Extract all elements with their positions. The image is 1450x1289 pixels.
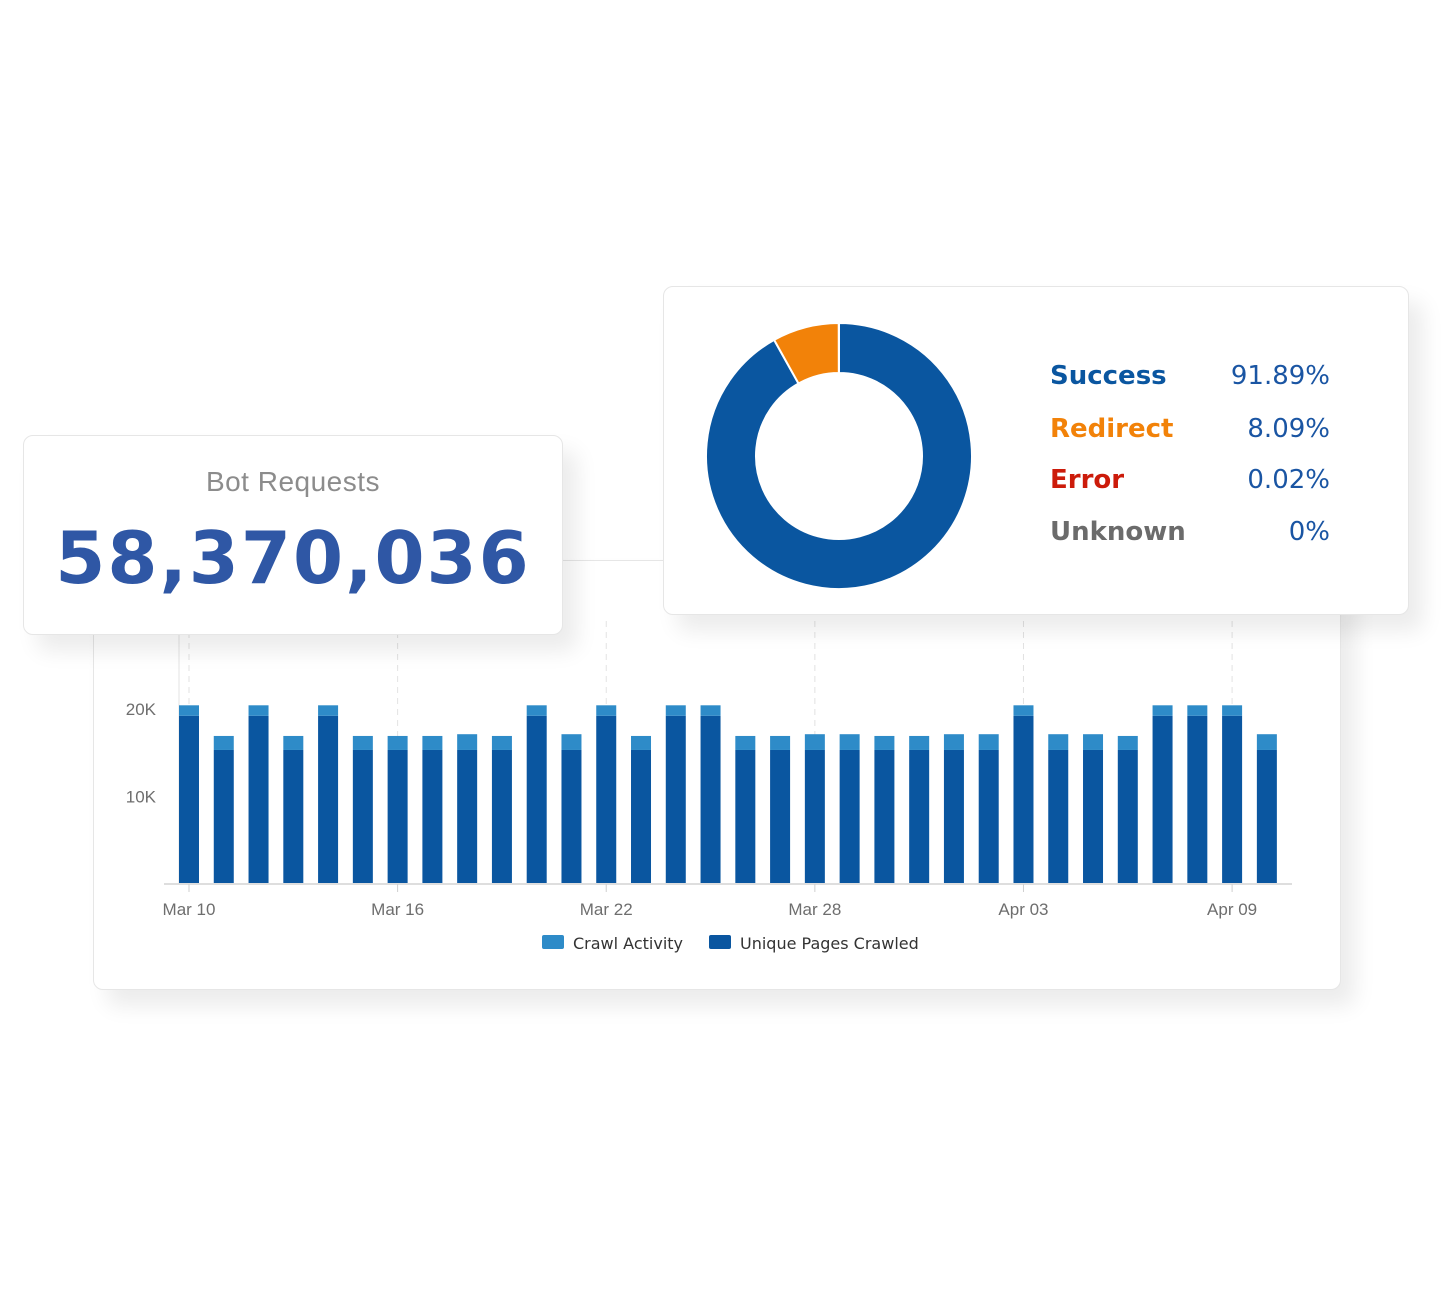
bot-requests-card: Bot Requests 58,370,036 — [23, 435, 563, 635]
bar-crawl-activity — [526, 705, 547, 716]
bar-unique-pages — [909, 749, 930, 884]
bar-unique-pages — [1256, 749, 1277, 884]
status-row-redirect: Redirect 8.09% — [1050, 414, 1330, 454]
x-tick-label: Mar 10 — [163, 900, 216, 919]
bar-crawl-activity — [283, 735, 304, 750]
bar-crawl-activity — [874, 735, 895, 750]
x-tick-label: Apr 03 — [998, 900, 1048, 919]
bar-unique-pages — [1187, 715, 1208, 884]
status-label: Unknown — [1050, 517, 1186, 547]
bar-crawl-activity — [457, 734, 478, 750]
bar-unique-pages — [352, 749, 373, 884]
status-row-error: Error 0.02% — [1050, 465, 1330, 505]
bar-crawl-activity — [839, 734, 860, 750]
bar-unique-pages — [1222, 715, 1243, 884]
bar-unique-pages — [770, 749, 791, 884]
bar-unique-pages — [526, 715, 547, 884]
status-row-success: Success 91.89% — [1050, 361, 1330, 401]
bar-unique-pages — [457, 749, 478, 884]
x-tick-label: Mar 28 — [788, 900, 841, 919]
bar-crawl-activity — [943, 734, 964, 750]
bar-crawl-activity — [213, 735, 234, 750]
bar-unique-pages — [1117, 749, 1138, 884]
y-tick-label: 10K — [126, 787, 157, 806]
bar-crawl-activity — [978, 734, 999, 750]
bar-crawl-activity — [248, 705, 269, 716]
bar-crawl-activity — [1152, 705, 1173, 716]
bar-unique-pages — [978, 749, 999, 884]
bar-unique-pages — [179, 715, 199, 884]
bar-unique-pages — [387, 749, 408, 884]
bar-crawl-activity — [1256, 734, 1277, 750]
x-tick-label: Apr 09 — [1207, 900, 1257, 919]
bar-unique-pages — [700, 715, 721, 884]
bot-requests-label: Bot Requests — [205, 466, 381, 497]
bar-unique-pages — [561, 749, 582, 884]
status-value: 91.89% — [1230, 361, 1330, 391]
bar-crawl-activity — [631, 735, 652, 750]
x-tick-label: Mar 16 — [371, 900, 424, 919]
status-label: Redirect — [1050, 414, 1174, 444]
bar-unique-pages — [874, 749, 895, 884]
bar-crawl-activity — [770, 735, 791, 750]
bar-crawl-activity — [909, 735, 930, 750]
legend-swatch — [709, 935, 731, 949]
bar-unique-pages — [1083, 749, 1104, 884]
status-label: Error — [1050, 465, 1125, 495]
status-row-unknown: Unknown 0% — [1050, 517, 1330, 557]
bar-crawl-activity — [804, 734, 825, 750]
legend-item[interactable]: Crawl Activity — [542, 934, 683, 953]
bar-crawl-activity — [1083, 734, 1104, 750]
y-tick-label: 20K — [126, 700, 157, 719]
bar-unique-pages — [1152, 715, 1173, 884]
bar-unique-pages — [318, 715, 339, 884]
legend-label: Crawl Activity — [573, 934, 683, 953]
bar-crawl-activity — [1187, 705, 1208, 716]
bar-crawl-activity — [1013, 705, 1034, 716]
bar-crawl-activity — [735, 735, 756, 750]
bar-crawl-activity — [1048, 734, 1069, 750]
crawl-bar-chart: 10K 20K Mar 10 Mar 16 Mar 22 Mar 28 Apr 03 Apr … — [126, 621, 1292, 953]
bar-crawl-activity — [700, 705, 721, 716]
bar-unique-pages — [1048, 749, 1069, 884]
bar-unique-pages — [596, 715, 617, 884]
bar-crawl-activity — [179, 705, 199, 716]
bar-unique-pages — [631, 749, 652, 884]
status-value: 8.09% — [1247, 414, 1330, 444]
bar-unique-pages — [213, 749, 234, 884]
bar-unique-pages — [804, 749, 825, 884]
status-donut-chart — [705, 321, 973, 590]
bar-unique-pages — [665, 715, 686, 884]
bar-crawl-activity — [561, 734, 582, 750]
legend-swatch — [542, 935, 564, 949]
bar-unique-pages — [422, 749, 443, 884]
bar-unique-pages — [943, 749, 964, 884]
donut-slice-success — [705, 321, 973, 590]
bar-crawl-activity — [318, 705, 339, 716]
status-label: Success — [1050, 361, 1167, 391]
bar-unique-pages — [283, 749, 304, 884]
status-value: 0% — [1288, 517, 1330, 547]
bar-unique-pages — [1013, 715, 1034, 884]
bar-crawl-activity — [1222, 705, 1243, 716]
x-tick-label: Mar 22 — [580, 900, 633, 919]
bar-crawl-activity — [387, 735, 408, 750]
bar-crawl-activity — [491, 735, 512, 750]
bar-unique-pages — [735, 749, 756, 884]
bar-unique-pages — [248, 715, 269, 884]
bar-crawl-activity — [665, 705, 686, 716]
bar-unique-pages — [491, 749, 512, 884]
status-breakdown-card: Success 91.89% Redirect 8.09% Error 0.02… — [663, 286, 1409, 615]
crawl-chart-card: 10K 20K Mar 10 Mar 16 Mar 22 Mar 28 Apr 03 Apr … — [93, 560, 1341, 990]
legend-label: Unique Pages Crawled — [740, 934, 919, 953]
bar-crawl-activity — [596, 705, 617, 716]
bar-unique-pages — [839, 749, 860, 884]
bot-requests-value: 58,370,036 — [55, 516, 531, 600]
legend-item[interactable]: Unique Pages Crawled — [709, 934, 919, 953]
bar-crawl-activity — [422, 735, 443, 750]
status-value: 0.02% — [1247, 465, 1330, 495]
bar-crawl-activity — [1117, 735, 1138, 750]
bar-crawl-activity — [352, 735, 373, 750]
